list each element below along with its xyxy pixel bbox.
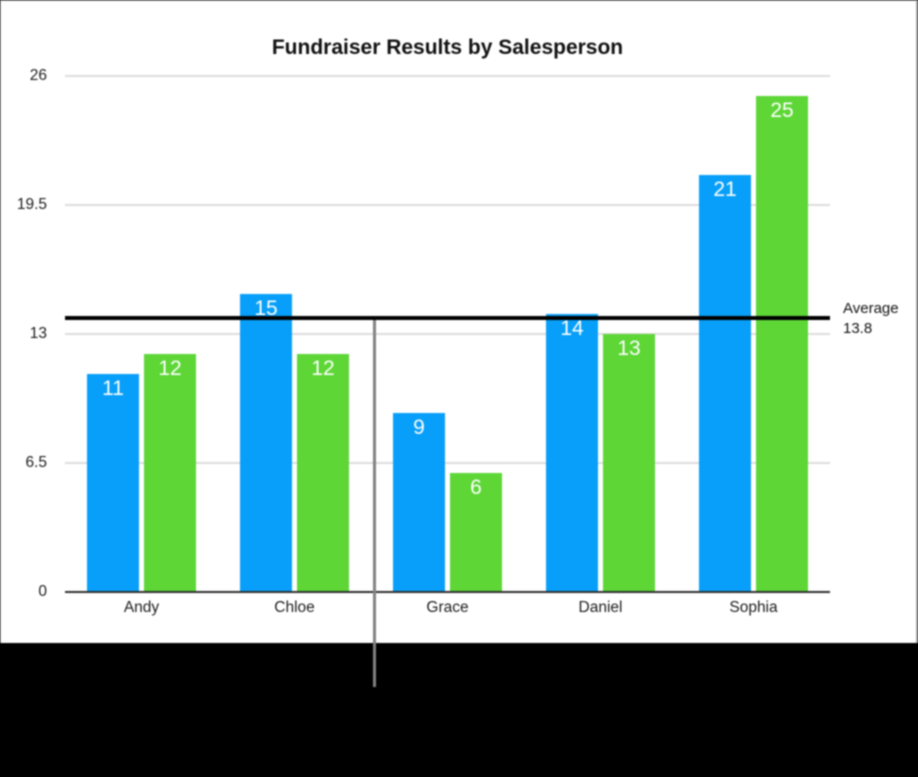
bar-value-label: 15 (254, 297, 278, 321)
bar-value-label: 25 (770, 98, 794, 122)
bar-value-label: 9 (413, 416, 425, 440)
gridline-13 (65, 333, 830, 335)
average-reference-label: Average 13.8 (843, 299, 899, 339)
bar-series-green-andy: 12 (144, 353, 196, 592)
chart-title: Fundraiser Results by Salesperson (271, 36, 624, 59)
y-axis-tick-label: 26 (29, 67, 47, 84)
x-axis-category-label: Grace (426, 599, 469, 616)
bar-series-green-daniel: 13 (603, 334, 655, 592)
x-axis-category-label: Chloe (274, 599, 315, 616)
gridline-6.5 (65, 462, 830, 464)
average-reference-label-line1: Average (843, 300, 899, 318)
bar-series-blue-andy: 11 (87, 373, 139, 592)
bar-series-blue-grace: 9 (393, 413, 445, 592)
bar-value-label: 6 (470, 475, 482, 499)
bar-series-green-chloe: 12 (297, 353, 349, 592)
bar-series-green-sophia: 25 (756, 95, 808, 592)
callout-line (372, 320, 376, 687)
bar-value-label: 14 (560, 317, 584, 341)
bar-value-label: 13 (617, 337, 641, 360)
bar-value-label: 11 (102, 376, 124, 400)
average-reference-line (65, 316, 830, 321)
x-axis-category-label: Daniel (578, 599, 623, 616)
y-axis-tick-label: 6.5 (25, 454, 47, 471)
y-axis-tick-label: 19.5 (16, 196, 47, 213)
bar-series-green-grace: 6 (450, 472, 502, 592)
y-axis-tick-label: 0 (38, 583, 47, 600)
bar-series-blue-chloe: 15 (240, 294, 292, 592)
x-axis-category-label: Sophia (729, 599, 778, 616)
gridline-26 (65, 75, 830, 77)
y-axis-tick-label: 13 (29, 325, 47, 342)
bar-value-label: 21 (713, 178, 737, 202)
x-axis-category-label: Andy (123, 599, 160, 616)
bar-series-blue-daniel: 14 (546, 314, 598, 592)
bar-series-blue-sophia: 21 (699, 175, 751, 592)
x-axis-line (65, 591, 830, 593)
bar-value-label: 12 (311, 356, 335, 380)
average-reference-label-line2: 13.8 (843, 320, 873, 338)
bar-value-label: 12 (158, 356, 182, 380)
gridline-19.5 (65, 204, 830, 206)
